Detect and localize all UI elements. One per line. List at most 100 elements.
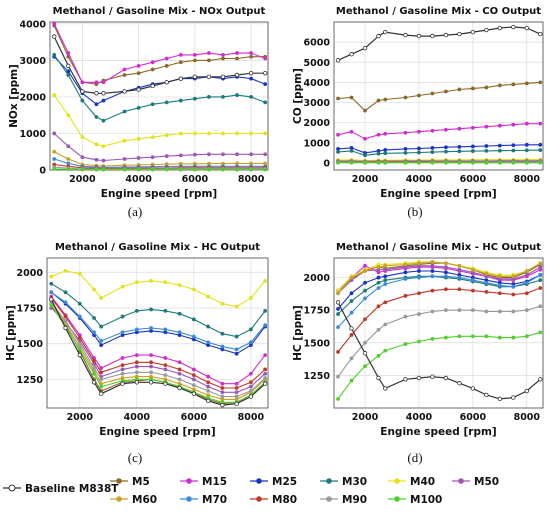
data-point (457, 275, 462, 280)
data-point (363, 263, 367, 268)
data-point (511, 24, 516, 30)
data-point (120, 314, 125, 319)
data-point (94, 142, 99, 147)
data-point (52, 167, 57, 171)
legend-item-m40: M40 (388, 476, 435, 488)
data-point (77, 352, 82, 358)
data-point (234, 304, 239, 309)
data-point (263, 100, 268, 105)
data-point (538, 377, 543, 382)
data-point (430, 91, 435, 96)
data-point (430, 160, 435, 165)
data-point (376, 98, 381, 103)
data-point (403, 160, 408, 165)
series-line (54, 163, 266, 169)
series-line (54, 166, 266, 170)
data-point (206, 374, 211, 379)
data-point (444, 160, 448, 165)
data-point (403, 32, 408, 38)
data-point (136, 137, 141, 141)
data-point (383, 29, 388, 35)
data-point (383, 131, 388, 136)
data-point (122, 89, 127, 94)
data-point (363, 340, 367, 345)
x-tick-label: 8000 (238, 412, 265, 423)
data-point (383, 322, 388, 327)
series-m90 (49, 300, 268, 399)
data-point (234, 390, 239, 395)
data-point (511, 82, 516, 87)
series-line (338, 158, 541, 162)
data-point (444, 270, 448, 275)
data-point (444, 308, 448, 313)
series-line (50, 297, 266, 389)
legend-swatch-marker (394, 496, 400, 502)
series-line (50, 304, 266, 403)
data-point (248, 70, 254, 76)
series-line (337, 302, 541, 400)
data-point (150, 167, 155, 172)
data-point (383, 151, 388, 156)
x-tick-label: 6000 (181, 412, 208, 423)
series-line (337, 81, 541, 112)
data-point (349, 378, 354, 383)
data-point (149, 370, 153, 375)
data-point (249, 152, 254, 157)
data-point (417, 150, 421, 155)
panel-hc-right: Methanol / Gasoline Mix - HC Output 2000 4… (292, 242, 544, 438)
data-point (383, 300, 388, 305)
data-point (235, 93, 239, 97)
data-point (430, 33, 435, 39)
data-point (470, 308, 475, 313)
series-line (50, 307, 266, 393)
data-point (362, 351, 368, 356)
data-point (101, 118, 106, 123)
caption-d: (d) (407, 450, 422, 465)
legend-swatch-marker (8, 484, 16, 492)
data-point (178, 131, 183, 136)
data-point (262, 381, 268, 386)
data-point (538, 273, 543, 277)
data-point (207, 58, 211, 63)
data-point (149, 278, 153, 283)
data-point (444, 265, 448, 270)
data-point (430, 336, 435, 341)
data-point (263, 278, 268, 283)
data-point (248, 380, 253, 385)
data-point (538, 148, 543, 152)
data-point (80, 80, 85, 85)
x-tick-label: 8000 (238, 174, 265, 185)
series-line (337, 144, 541, 154)
data-point (234, 72, 240, 78)
data-point (349, 291, 354, 296)
data-point (403, 95, 408, 100)
y-tick-label: 1250 (304, 371, 331, 382)
data-point (234, 381, 239, 386)
data-point (52, 52, 57, 57)
data-point (362, 45, 368, 51)
panel-co: Methanol / Gasoline Mix - CO Output 2000 4… (292, 6, 544, 200)
data-point (524, 142, 529, 147)
data-point (497, 335, 502, 340)
data-point (457, 334, 462, 339)
data-point (164, 100, 169, 105)
data-point (120, 367, 125, 372)
x-tick-label: 6000 (460, 174, 487, 185)
legend-label: M80 (272, 494, 297, 506)
data-point (248, 371, 253, 376)
data-point (77, 271, 82, 276)
data-point (497, 283, 502, 288)
data-point (248, 388, 253, 393)
data-point (248, 394, 254, 399)
legend-item-m25: M25 (250, 476, 297, 488)
series-m15 (49, 294, 268, 386)
x-tick-label: 2000 (352, 412, 379, 423)
data-point (538, 261, 543, 266)
y-tick-label: 1750 (304, 306, 331, 317)
data-point (49, 290, 54, 295)
data-point (92, 287, 96, 292)
legend-label: M90 (342, 494, 367, 506)
data-point (49, 297, 54, 302)
data-point (403, 377, 408, 382)
data-point (336, 291, 340, 296)
